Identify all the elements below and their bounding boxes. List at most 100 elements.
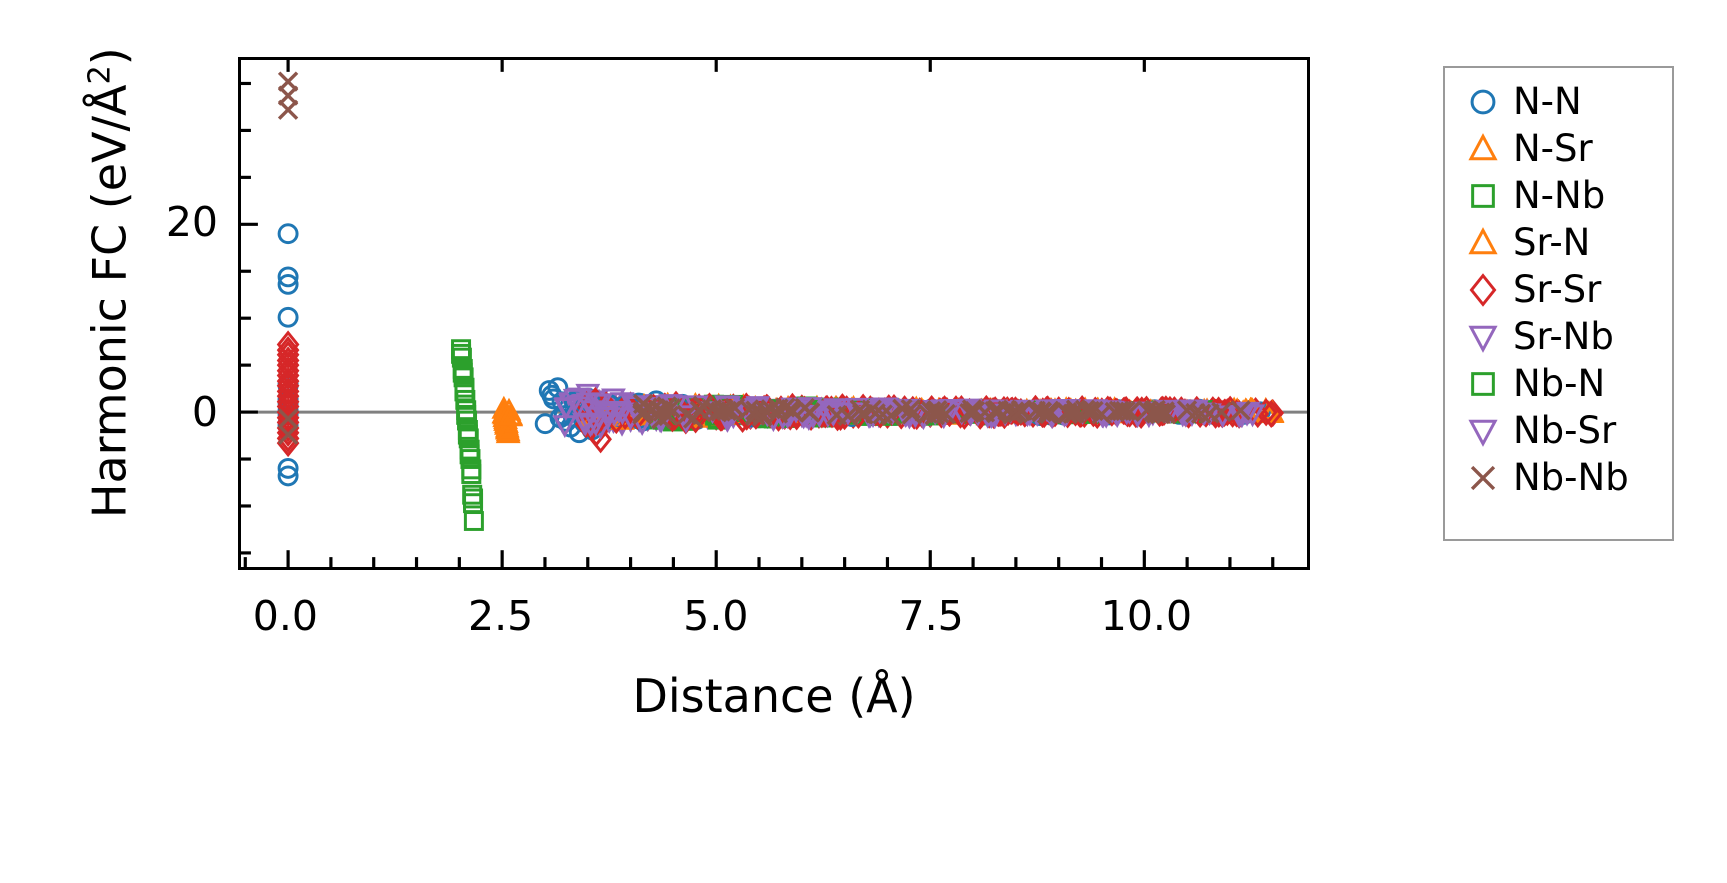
legend-item-nb-sr[interactable]: Nb-Sr	[1445, 407, 1672, 454]
data-point	[277, 408, 299, 429]
data-point	[924, 405, 946, 426]
data-point	[276, 371, 300, 400]
data-point	[745, 405, 766, 426]
data-point	[986, 403, 1007, 424]
legend-item-sr-sr[interactable]: Sr-Sr	[1445, 266, 1672, 313]
series-fill-nb-nb	[632, 393, 1251, 430]
triangle-down-marker-icon	[1459, 411, 1507, 451]
triangle-down-marker-icon	[1459, 317, 1507, 357]
legend-item-sr-nb[interactable]: Sr-Nb	[1445, 313, 1672, 360]
data-point	[277, 99, 299, 120]
data-point	[495, 418, 521, 442]
data-point	[277, 424, 299, 445]
data-point	[775, 397, 796, 418]
data-point	[277, 465, 299, 487]
y-axis-label-exponent: 2	[82, 65, 118, 85]
data-point	[584, 393, 610, 417]
data-point	[589, 425, 612, 454]
legend-item-n-n[interactable]: N-N	[1445, 78, 1672, 125]
data-point	[463, 488, 484, 509]
x-marker-icon	[1459, 458, 1507, 498]
triangle-up-marker-icon	[1459, 223, 1507, 263]
data-point	[547, 377, 569, 399]
data-point	[1036, 403, 1058, 424]
data-point	[276, 340, 300, 369]
series-nb-nb	[277, 71, 1241, 445]
legend-item-label: N-N	[1513, 79, 1582, 123]
y-axis-label-main: Harmonic FC (eV/Å	[82, 84, 137, 519]
data-point	[1199, 403, 1220, 424]
data-point	[637, 397, 658, 418]
x-axis-label: Distance (Å)	[632, 669, 916, 723]
data-point	[277, 223, 299, 245]
legend-item-label: Nb-Nb	[1513, 455, 1629, 499]
x-tick-label: 5.0	[683, 592, 749, 640]
data-point	[1145, 399, 1166, 421]
data-point	[498, 402, 524, 426]
data-point	[881, 405, 902, 426]
data-point	[276, 361, 300, 390]
data-point	[452, 362, 473, 383]
data-point	[961, 399, 983, 420]
data-point	[534, 413, 556, 435]
data-point	[277, 266, 299, 288]
legend-item-nb-nb[interactable]: Nb-Nb	[1445, 454, 1672, 501]
data-point	[461, 464, 482, 484]
data-point	[1031, 401, 1052, 422]
data-point	[1111, 401, 1133, 422]
data-point	[594, 401, 620, 425]
data-point	[724, 397, 746, 419]
data-point	[277, 306, 299, 328]
legend-box: N-N N-Sr N-Nb Sr-N Sr-Sr Sr-Nb Nb-N Nb-Sr Nb-Nb	[1443, 66, 1674, 541]
data-point	[456, 404, 477, 425]
data-point	[745, 400, 766, 421]
data-point	[609, 402, 635, 426]
tick-marks	[241, 60, 1275, 567]
data-point	[861, 399, 882, 420]
data-point	[571, 412, 597, 436]
data-point	[1010, 400, 1031, 421]
data-point	[457, 424, 478, 445]
square-marker-icon	[1459, 176, 1507, 216]
legend-item-label: Sr-N	[1513, 220, 1591, 264]
data-point	[454, 381, 475, 402]
data-point	[606, 400, 632, 424]
data-point	[900, 398, 921, 420]
legend-item-nb-n[interactable]: Nb-N	[1445, 360, 1672, 407]
series-sr-sr	[276, 330, 1285, 458]
data-point	[837, 405, 859, 427]
data-point	[276, 330, 300, 359]
x-tick-label: 2.5	[468, 592, 534, 640]
legend-item-label: N-Nb	[1513, 173, 1606, 217]
data-point	[1074, 399, 1096, 420]
data-point	[768, 398, 789, 419]
y-tick-label: 0	[191, 388, 218, 437]
legend-item-sr-n[interactable]: Sr-N	[1445, 219, 1672, 266]
series-n-n	[277, 223, 1241, 487]
data-point	[1062, 403, 1084, 424]
legend-item-n-sr[interactable]: N-Sr	[1445, 125, 1672, 172]
plot-area	[238, 57, 1310, 570]
legend-item-label: Sr-Sr	[1513, 267, 1602, 311]
data-point	[276, 424, 300, 453]
scatter-canvas	[241, 60, 1307, 567]
data-point	[901, 404, 923, 425]
data-point	[277, 458, 299, 479]
data-point	[1108, 400, 1130, 421]
data-point	[451, 343, 472, 364]
y-axis-label-close: )	[82, 47, 137, 66]
legend-item-label: Nb-N	[1513, 361, 1606, 405]
data-point	[917, 403, 938, 424]
data-point	[463, 511, 484, 531]
legend-item-n-nb[interactable]: N-Nb	[1445, 172, 1672, 219]
triangle-up-marker-icon	[1459, 129, 1507, 169]
x-tick-label: 10.0	[1100, 592, 1193, 640]
data-point	[892, 398, 913, 419]
diamond-marker-icon	[1459, 270, 1507, 310]
data-point	[456, 400, 477, 421]
data-point	[459, 444, 480, 465]
data-point	[1230, 400, 1251, 421]
data-point	[656, 396, 677, 417]
x-tick-label: 7.5	[898, 592, 964, 640]
legend-item-label: Sr-Nb	[1513, 314, 1614, 358]
